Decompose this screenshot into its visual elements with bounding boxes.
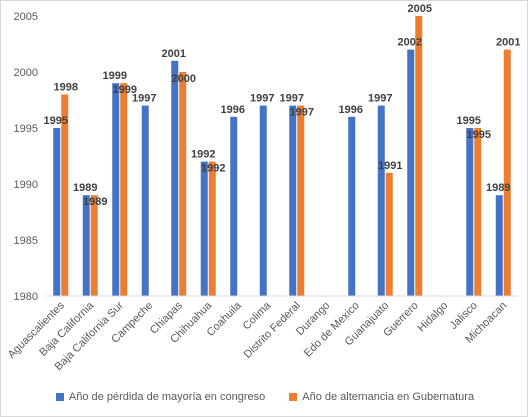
data-label: 2000	[172, 73, 196, 85]
bar-alternancia	[385, 172, 393, 296]
data-label: 2001	[496, 37, 520, 49]
y-axis-ticks: 1980 1985 1990 1995 2000 2005	[14, 11, 38, 303]
bar-alternancia	[90, 195, 98, 296]
data-label: 1996	[221, 104, 245, 116]
data-label: 1997	[132, 93, 156, 105]
legend: Año de pérdida de mayoría en congreso Añ…	[1, 387, 528, 407]
data-label: 1997	[290, 107, 314, 119]
legend-item-series-2: Año de alternancia en Gubernatura	[289, 391, 474, 403]
data-label: 1999	[103, 70, 127, 82]
bar-mayoria	[53, 128, 61, 296]
legend-label-series-2: Año de alternancia en Gubernatura	[302, 391, 475, 403]
data-label: 1995	[457, 115, 481, 127]
bar-mayoria	[230, 116, 238, 296]
data-label: 2002	[398, 37, 422, 49]
data-label: 1998	[54, 81, 78, 93]
data-label: 2005	[408, 3, 432, 15]
data-label: 1995	[44, 115, 68, 127]
bar-alternancia	[61, 94, 69, 297]
data-label: 1997	[250, 93, 274, 105]
bar-alternancia	[120, 83, 128, 296]
x-tick-label: Hidalgo	[416, 300, 451, 335]
data-label: 1997	[280, 93, 304, 105]
data-label: 1991	[378, 160, 402, 172]
data-label: 1999	[113, 84, 137, 96]
bar-alternancia	[503, 49, 511, 296]
bar-mayoria	[377, 105, 385, 296]
bar-mayoria	[141, 105, 149, 296]
y-tick-label: 1980	[14, 291, 38, 303]
bar-alternancia	[474, 128, 482, 296]
data-label: 1996	[339, 104, 363, 116]
y-tick-label: 1990	[14, 179, 38, 191]
bar-mayoria	[348, 116, 356, 296]
legend-item-series-1: Año de pérdida de mayoría en congreso	[55, 391, 266, 403]
data-label: 1997	[368, 93, 392, 105]
bar-mayoria	[82, 195, 90, 296]
bar-mayoria	[200, 161, 208, 296]
bar-chart: 1980 1985 1990 1995 2000 2005 1995 1998 1989 198…	[6, 3, 521, 373]
y-tick-label: 1995	[14, 123, 38, 135]
bar-mayoria	[495, 195, 503, 296]
bar-mayoria	[466, 128, 474, 296]
bar-alternancia	[297, 105, 305, 296]
data-label: 2001	[162, 48, 186, 60]
y-tick-label: 2005	[14, 11, 38, 23]
bar-mayoria	[171, 60, 179, 296]
bar-alternancia	[208, 161, 216, 296]
data-label: 1995	[467, 129, 491, 141]
legend-label-series-1: Año de pérdida de mayoría en congreso	[68, 391, 266, 403]
data-label: 1989	[83, 196, 107, 208]
bar-alternancia	[179, 72, 187, 296]
y-tick-label: 1985	[14, 235, 38, 247]
data-label: 1989	[73, 182, 97, 194]
data-label: 1992	[191, 149, 215, 161]
bar-mayoria	[112, 83, 120, 296]
bar-mayoria	[289, 105, 297, 296]
legend-swatch-orange	[289, 393, 298, 401]
data-label: 1989	[486, 182, 510, 194]
data-label: 1992	[201, 163, 225, 175]
y-tick-label: 2000	[14, 67, 38, 79]
bars	[53, 16, 511, 297]
bar-mayoria	[259, 105, 267, 296]
data-labels: 1995199819891989199919991997200120001992…	[44, 3, 521, 208]
bar-alternancia	[415, 16, 423, 296]
legend-swatch-blue	[55, 393, 64, 401]
bar-mayoria	[407, 49, 415, 296]
